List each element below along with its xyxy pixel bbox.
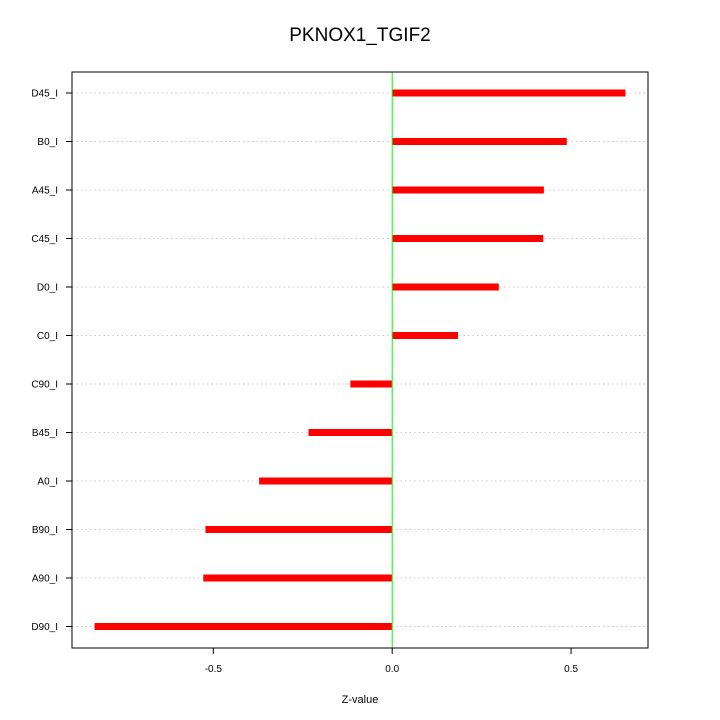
x-axis: -0.5 0.0 0.5 [205, 648, 578, 675]
bar-b0-i [392, 138, 567, 145]
bar-d90-i [94, 623, 393, 630]
bar-c45-i [392, 235, 544, 242]
bar-a0-i [259, 477, 393, 485]
x-tick-label: 0.0 [385, 664, 399, 675]
x-tick-label: -0.5 [205, 664, 223, 675]
bar-b45-i [308, 429, 393, 436]
y-tick-label: B45_I [32, 428, 58, 439]
y-tick-label: D45_I [31, 89, 58, 100]
y-tick-label: D0_I [37, 283, 58, 294]
bar-d0-i [392, 283, 499, 291]
y-tick-label: B0_I [37, 137, 58, 148]
y-tick-label: A45_I [32, 186, 58, 197]
bars [94, 89, 626, 630]
chart-title: PKNOX1_TGIF2 [289, 25, 431, 46]
y-tick-label: D90_I [31, 622, 58, 633]
y-tick-label: C90_I [31, 380, 58, 391]
x-tick-label: 0.5 [564, 664, 578, 675]
y-tick-label: B90_I [32, 525, 58, 536]
bar-b90-i [205, 526, 393, 533]
y-tick-label: C45_I [31, 234, 58, 245]
bar-c90-i [350, 380, 393, 388]
grid-lines [72, 92, 648, 627]
bar-a45-i [392, 186, 544, 194]
bar-c0-i [392, 332, 459, 339]
bar-a90-i [203, 574, 393, 582]
bar-d45-i [392, 89, 626, 97]
y-tick-label: A90_I [32, 574, 58, 585]
y-axis: D45_I B0_I A45_I C45_I D0_I C0_I C90_I B45_I A0_… [31, 89, 72, 633]
plot-frame [71, 71, 649, 649]
x-axis-label: Z-value [342, 694, 379, 706]
y-tick-label: C0_I [37, 331, 58, 342]
y-tick-label: A0_I [37, 477, 58, 488]
